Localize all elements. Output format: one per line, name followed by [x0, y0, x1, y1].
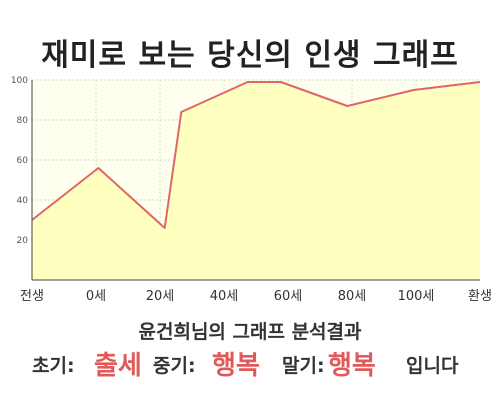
x-tick-label: 100세	[398, 289, 435, 304]
late-value: 행복	[328, 351, 376, 381]
x-tick-label: 80세	[338, 289, 367, 304]
x-tick-label: 40세	[210, 289, 239, 304]
x-tick-labels: 전생 0세 20세 40세 60세 80세 100세 환생	[20, 289, 492, 304]
mid-value: 행복	[212, 351, 260, 381]
y-tick-label: 80	[17, 116, 29, 126]
y-tick-labels: 20 40 60 80 100	[11, 76, 28, 246]
chart-axes	[31, 80, 480, 281]
x-tick-label: 환생	[468, 289, 492, 304]
early-label: 초기:	[32, 355, 75, 377]
x-tick-label: 0세	[86, 289, 106, 304]
y-tick-label: 100	[11, 76, 28, 86]
y-tick-label: 40	[17, 196, 29, 206]
page-title: 재미로 보는 당신의 인생 그래프	[41, 38, 459, 73]
x-tick-label: 20세	[146, 289, 175, 304]
analysis-caption: 윤건희님의 그래프 분석결과	[138, 321, 362, 343]
x-tick-label: 60세	[274, 289, 303, 304]
early-value: 출세	[94, 351, 142, 381]
y-tick-label: 20	[17, 236, 29, 246]
late-label: 말기:	[282, 355, 325, 377]
mid-label: 중기:	[153, 355, 196, 377]
ending-text: 입니다	[406, 355, 459, 377]
x-tick-label: 전생	[20, 289, 44, 304]
life-graph-chart: 20 40 60 80 100 전생 0세 20세 40세 60세 80세 100세 환생	[11, 76, 492, 304]
life-line	[31, 81, 481, 229]
y-tick-label: 60	[17, 156, 29, 166]
life-area-fill	[32, 82, 480, 280]
analysis-result: 초기: 출세 중기: 행복 말기: 행복 입니다	[0, 346, 500, 386]
